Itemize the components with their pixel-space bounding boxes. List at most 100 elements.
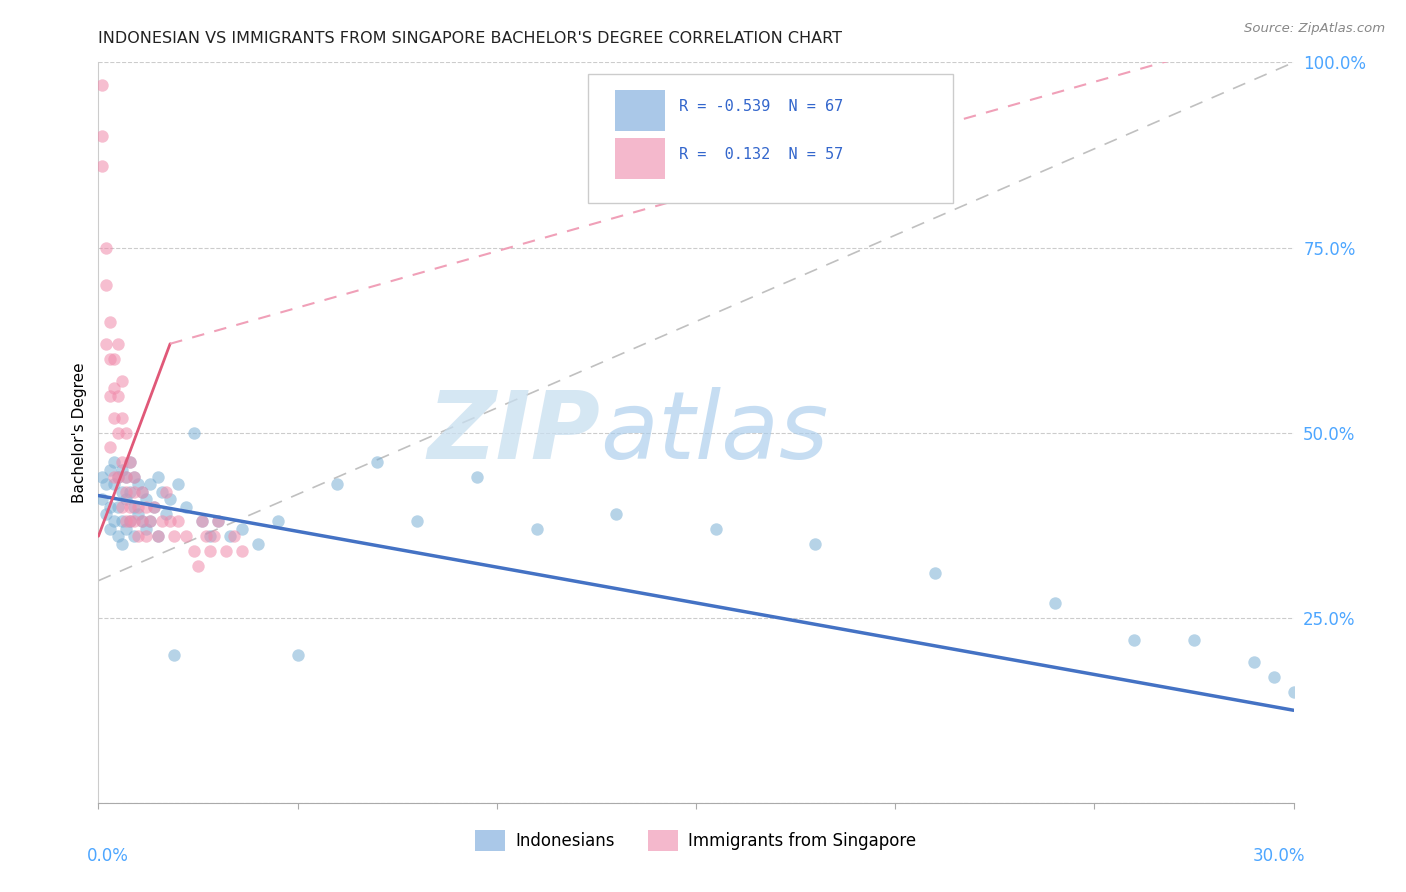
- Point: [120, 455, 142, 469]
- Point: [115, 522, 138, 536]
- Point: [131, 515, 153, 529]
- Point: [96, 240, 118, 255]
- Point: [143, 500, 166, 514]
- Point: [139, 515, 162, 529]
- Point: [120, 500, 142, 514]
- Point: [231, 522, 253, 536]
- Point: [107, 336, 129, 351]
- Point: [704, 522, 727, 536]
- Point: [115, 425, 138, 440]
- Point: [1263, 670, 1285, 684]
- Point: [111, 515, 134, 529]
- Point: [103, 470, 125, 484]
- Point: [139, 515, 162, 529]
- Text: atlas: atlas: [600, 387, 828, 478]
- Text: ZIP: ZIP: [427, 386, 600, 479]
- Point: [96, 477, 118, 491]
- Point: [135, 529, 157, 543]
- Point: [167, 515, 190, 529]
- Point: [127, 507, 149, 521]
- Point: [1182, 632, 1205, 647]
- Point: [143, 500, 166, 514]
- Point: [148, 470, 170, 484]
- Point: [111, 500, 134, 514]
- Point: [174, 529, 197, 543]
- Point: [124, 484, 146, 499]
- Point: [107, 470, 129, 484]
- Point: [148, 529, 170, 543]
- Point: [150, 515, 173, 529]
- Point: [202, 529, 225, 543]
- Point: [107, 529, 129, 543]
- Point: [96, 277, 118, 292]
- Point: [150, 484, 173, 499]
- Point: [139, 477, 162, 491]
- Point: [98, 351, 122, 366]
- Point: [111, 410, 134, 425]
- Point: [115, 470, 138, 484]
- Point: [135, 492, 157, 507]
- Point: [115, 515, 138, 529]
- Point: [98, 462, 122, 476]
- Point: [163, 529, 186, 543]
- Text: 0.0%: 0.0%: [87, 847, 128, 865]
- Point: [115, 470, 138, 484]
- Point: [526, 522, 548, 536]
- Point: [207, 515, 229, 529]
- Point: [98, 500, 122, 514]
- FancyBboxPatch shape: [614, 90, 665, 131]
- Point: [103, 410, 125, 425]
- Point: [155, 507, 177, 521]
- Point: [98, 522, 122, 536]
- Y-axis label: Bachelor's Degree: Bachelor's Degree: [72, 362, 87, 503]
- Point: [91, 159, 114, 173]
- Point: [924, 566, 946, 581]
- Point: [215, 544, 238, 558]
- Point: [124, 470, 146, 484]
- Point: [246, 536, 269, 550]
- Point: [111, 455, 134, 469]
- Point: [219, 529, 242, 543]
- Point: [198, 529, 221, 543]
- Point: [111, 462, 134, 476]
- Point: [115, 492, 138, 507]
- Point: [1282, 685, 1305, 699]
- Point: [120, 455, 142, 469]
- Point: [148, 529, 170, 543]
- Point: [1123, 632, 1146, 647]
- Point: [191, 515, 214, 529]
- Point: [103, 477, 125, 491]
- Point: [195, 529, 218, 543]
- Point: [1243, 655, 1265, 669]
- Point: [267, 515, 290, 529]
- Point: [124, 470, 146, 484]
- Point: [103, 381, 125, 395]
- Point: [366, 455, 388, 469]
- Point: [96, 507, 118, 521]
- Point: [131, 484, 153, 499]
- Point: [107, 425, 129, 440]
- Point: [135, 500, 157, 514]
- Point: [98, 314, 122, 328]
- Point: [155, 484, 177, 499]
- Point: [103, 351, 125, 366]
- Point: [124, 515, 146, 529]
- Legend: Indonesians, Immigrants from Singapore: Indonesians, Immigrants from Singapore: [468, 823, 924, 857]
- Point: [135, 522, 157, 536]
- Point: [287, 648, 309, 662]
- Point: [605, 507, 627, 521]
- Point: [183, 544, 205, 558]
- Text: R =  0.132  N = 57: R = 0.132 N = 57: [679, 147, 844, 162]
- Point: [107, 388, 129, 402]
- Point: [198, 544, 221, 558]
- Point: [174, 500, 197, 514]
- Point: [183, 425, 205, 440]
- Point: [1043, 596, 1066, 610]
- Text: 30.0%: 30.0%: [1253, 847, 1306, 865]
- Point: [120, 515, 142, 529]
- Point: [111, 536, 134, 550]
- Point: [96, 336, 118, 351]
- Point: [326, 477, 349, 491]
- Point: [804, 536, 827, 550]
- Point: [124, 500, 146, 514]
